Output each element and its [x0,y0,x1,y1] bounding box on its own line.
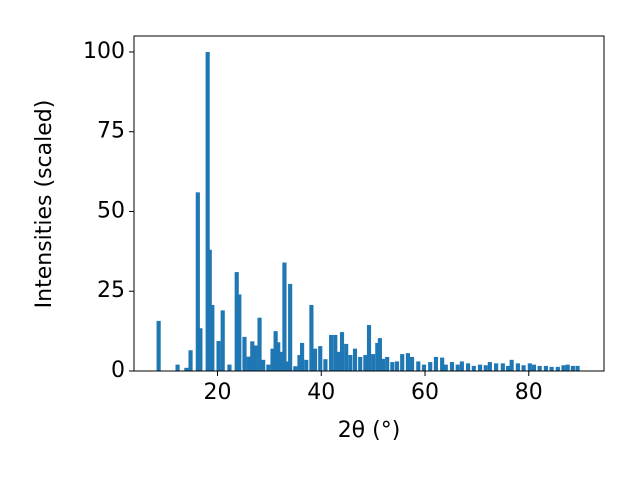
bar [358,356,363,371]
bar [380,358,386,371]
bar [352,348,358,371]
bar [494,363,499,371]
bar [549,366,554,371]
bar [198,328,203,371]
bar [394,361,400,371]
bar [575,365,580,371]
bar [184,367,189,371]
bar [363,355,368,371]
bar [505,365,511,371]
bar [207,249,212,371]
bar [477,364,483,371]
bar [318,346,323,371]
bar [543,365,548,371]
bar [348,355,353,371]
bar [428,362,433,371]
bar [366,325,372,371]
bar [440,357,445,371]
bar [216,341,221,371]
bar [565,364,570,371]
y-tick-label: 0 [111,358,125,383]
bar [309,304,314,371]
bar [188,350,193,371]
y-tick-label: 100 [83,39,125,64]
bar [455,364,460,371]
x-tick-label: 80 [515,380,543,405]
bar [515,363,520,371]
bar [253,345,258,371]
x-tick-label: 60 [411,380,439,405]
bar [339,332,345,371]
bar [234,272,239,371]
bar [416,361,421,371]
bar [377,338,382,371]
bar [371,354,376,371]
bar [293,366,298,371]
bar [409,356,415,371]
bar [227,364,232,371]
bar [156,320,161,371]
bar [210,304,215,371]
bar [531,364,537,371]
bar [555,366,560,371]
bar [483,365,488,371]
x-axis-label: 2θ (°) [338,418,401,443]
bar [270,348,275,371]
bar [521,365,526,371]
bar [537,365,542,371]
bar [500,363,505,371]
bar [195,192,200,371]
bar [282,262,287,371]
bar [285,361,290,371]
bar [390,362,395,371]
bar [250,341,255,371]
bar [297,355,302,371]
bar [300,342,305,371]
bar [220,310,225,371]
bar [405,353,410,371]
bar [466,363,471,371]
bar [344,343,349,371]
bar [242,336,247,371]
bar [312,348,318,371]
bar [257,317,262,371]
bar [329,334,334,371]
bar [459,361,464,371]
bar [266,364,271,371]
bar [385,356,390,371]
bar [471,365,476,371]
bar [527,363,532,371]
bar [509,359,514,371]
bar [487,362,492,371]
y-tick-label: 50 [97,198,125,223]
bar [375,342,380,371]
bar [449,362,455,371]
bar [273,331,278,371]
x-tick-label: 20 [204,380,232,405]
bar [570,365,575,371]
y-tick-label: 25 [97,278,125,303]
bar [276,342,281,371]
bar [304,359,309,371]
bar [333,334,338,371]
bar [175,364,180,371]
y-axis-label: Intensities (scaled) [32,100,57,309]
bar [400,354,405,371]
bar [433,356,438,371]
plot-frame [133,35,605,372]
bar [288,283,293,371]
bar [336,351,341,371]
bar [561,365,566,371]
x-tick-label: 40 [307,380,335,405]
bar [279,351,284,371]
bar [261,359,266,371]
bar [246,356,251,371]
y-tick-label: 75 [97,119,125,144]
bar [237,294,242,371]
bar [443,364,448,371]
bar [205,51,210,371]
bar [323,359,328,371]
bar [421,364,427,371]
